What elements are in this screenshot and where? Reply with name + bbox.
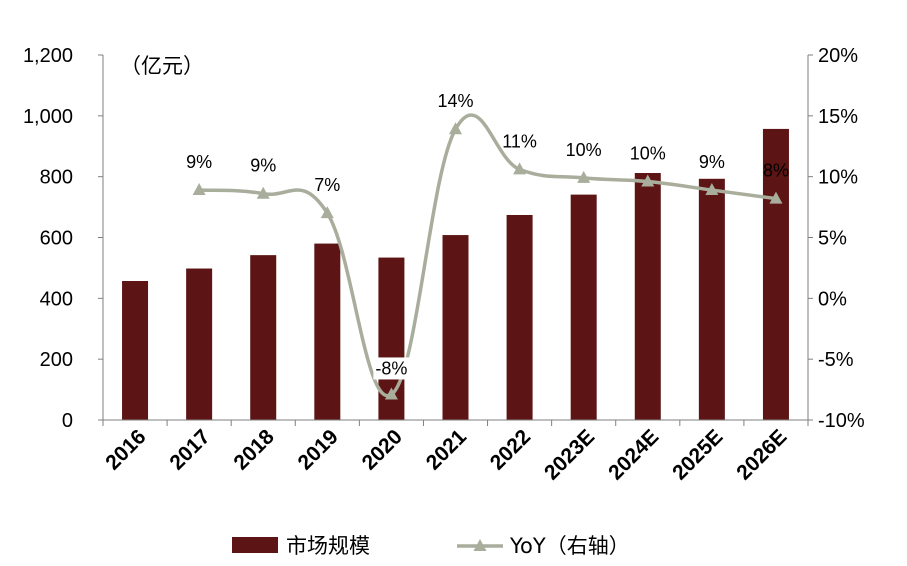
left-tick-label: 1,200	[23, 45, 73, 67]
bar-2023E	[570, 194, 597, 420]
left-tick-label: 400	[40, 288, 73, 310]
yoy-label-2024E: 10%	[630, 144, 666, 164]
x-tick-label-2025E: 2025E	[668, 425, 727, 484]
line-series: 9% 9% 7% -8% 14% 11% 10% 10% 9% 8%	[186, 91, 789, 400]
yoy-marker-2019	[320, 206, 334, 219]
left-tick-label: 0	[62, 410, 73, 432]
yoy-marker-2025E	[705, 183, 719, 196]
bar-2025E	[698, 178, 725, 420]
yoy-marker-2017	[192, 183, 206, 196]
x-tick-label-2023E: 2023E	[540, 425, 599, 484]
x-tick-label-2019: 2019	[294, 425, 343, 474]
yoy-label-2022: 11%	[502, 131, 537, 151]
bar-series	[122, 128, 789, 420]
bar-2024E	[634, 173, 661, 420]
x-tick-label-2022: 2022	[486, 425, 535, 474]
yoy-label-2025E: 9%	[699, 152, 725, 172]
x-tick-label-2020: 2020	[358, 425, 407, 474]
legend-label-bar: 市场规模	[286, 534, 370, 558]
right-tick-label: 10%	[818, 167, 858, 189]
x-tick-label-2024E: 2024E	[604, 425, 663, 484]
right-tick-label: 20%	[818, 45, 858, 67]
yoy-label-2019: 7%	[314, 175, 340, 195]
x-tick-label-2017: 2017	[165, 425, 214, 474]
right-tick-label: 5%	[818, 228, 847, 250]
x-tick-label-2021: 2021	[422, 425, 472, 475]
yoy-label-2018: 9%	[250, 156, 276, 176]
bar-2019	[314, 243, 341, 420]
left-axis-unit: （亿元）	[120, 54, 204, 78]
yoy-marker-2021	[449, 122, 462, 135]
right-tick-label: 0%	[818, 288, 847, 310]
yoy-marker-2024E	[641, 174, 655, 187]
right-tick-label: -10%	[818, 410, 865, 432]
legend: 市场规模 YoY（右轴）	[232, 534, 630, 558]
x-tick-label-2018: 2018	[229, 425, 279, 475]
legend-bar-swatch	[232, 537, 278, 553]
right-tick-label: -5%	[818, 349, 854, 371]
bar-2026E	[762, 128, 789, 420]
yoy-marker-2026E	[769, 191, 783, 204]
yoy-marker-2018	[256, 186, 270, 199]
bar-2022	[506, 214, 533, 420]
legend-label-line: YoY（右轴）	[509, 534, 630, 558]
bar-2017	[186, 268, 213, 420]
yoy-marker-2022	[513, 162, 527, 175]
yoy-label-2023E: 10%	[566, 140, 602, 160]
left-tick-label: 1,000	[23, 106, 73, 128]
yoy-label-2026E: 8%	[763, 161, 789, 181]
bar-2016	[122, 280, 149, 420]
yoy-marker-2020	[384, 387, 398, 400]
yoy-marker-2023E	[577, 170, 591, 183]
right-tick-label: 15%	[818, 106, 858, 128]
legend-triangle-icon	[473, 539, 487, 551]
left-tick-label: 600	[40, 228, 73, 250]
x-tick-label-2026E: 2026E	[732, 425, 791, 484]
yoy-label-2017: 9%	[186, 152, 212, 172]
left-tick-label: 800	[40, 167, 73, 189]
bar-2021	[442, 235, 469, 420]
bar-2018	[250, 255, 277, 420]
yoy-label-2021: 14%	[437, 91, 473, 111]
yoy-line	[199, 113, 777, 398]
x-tick-label-2016: 2016	[101, 425, 150, 474]
yoy-label-2020: -8%	[375, 358, 407, 378]
left-tick-label: 200	[40, 349, 73, 371]
